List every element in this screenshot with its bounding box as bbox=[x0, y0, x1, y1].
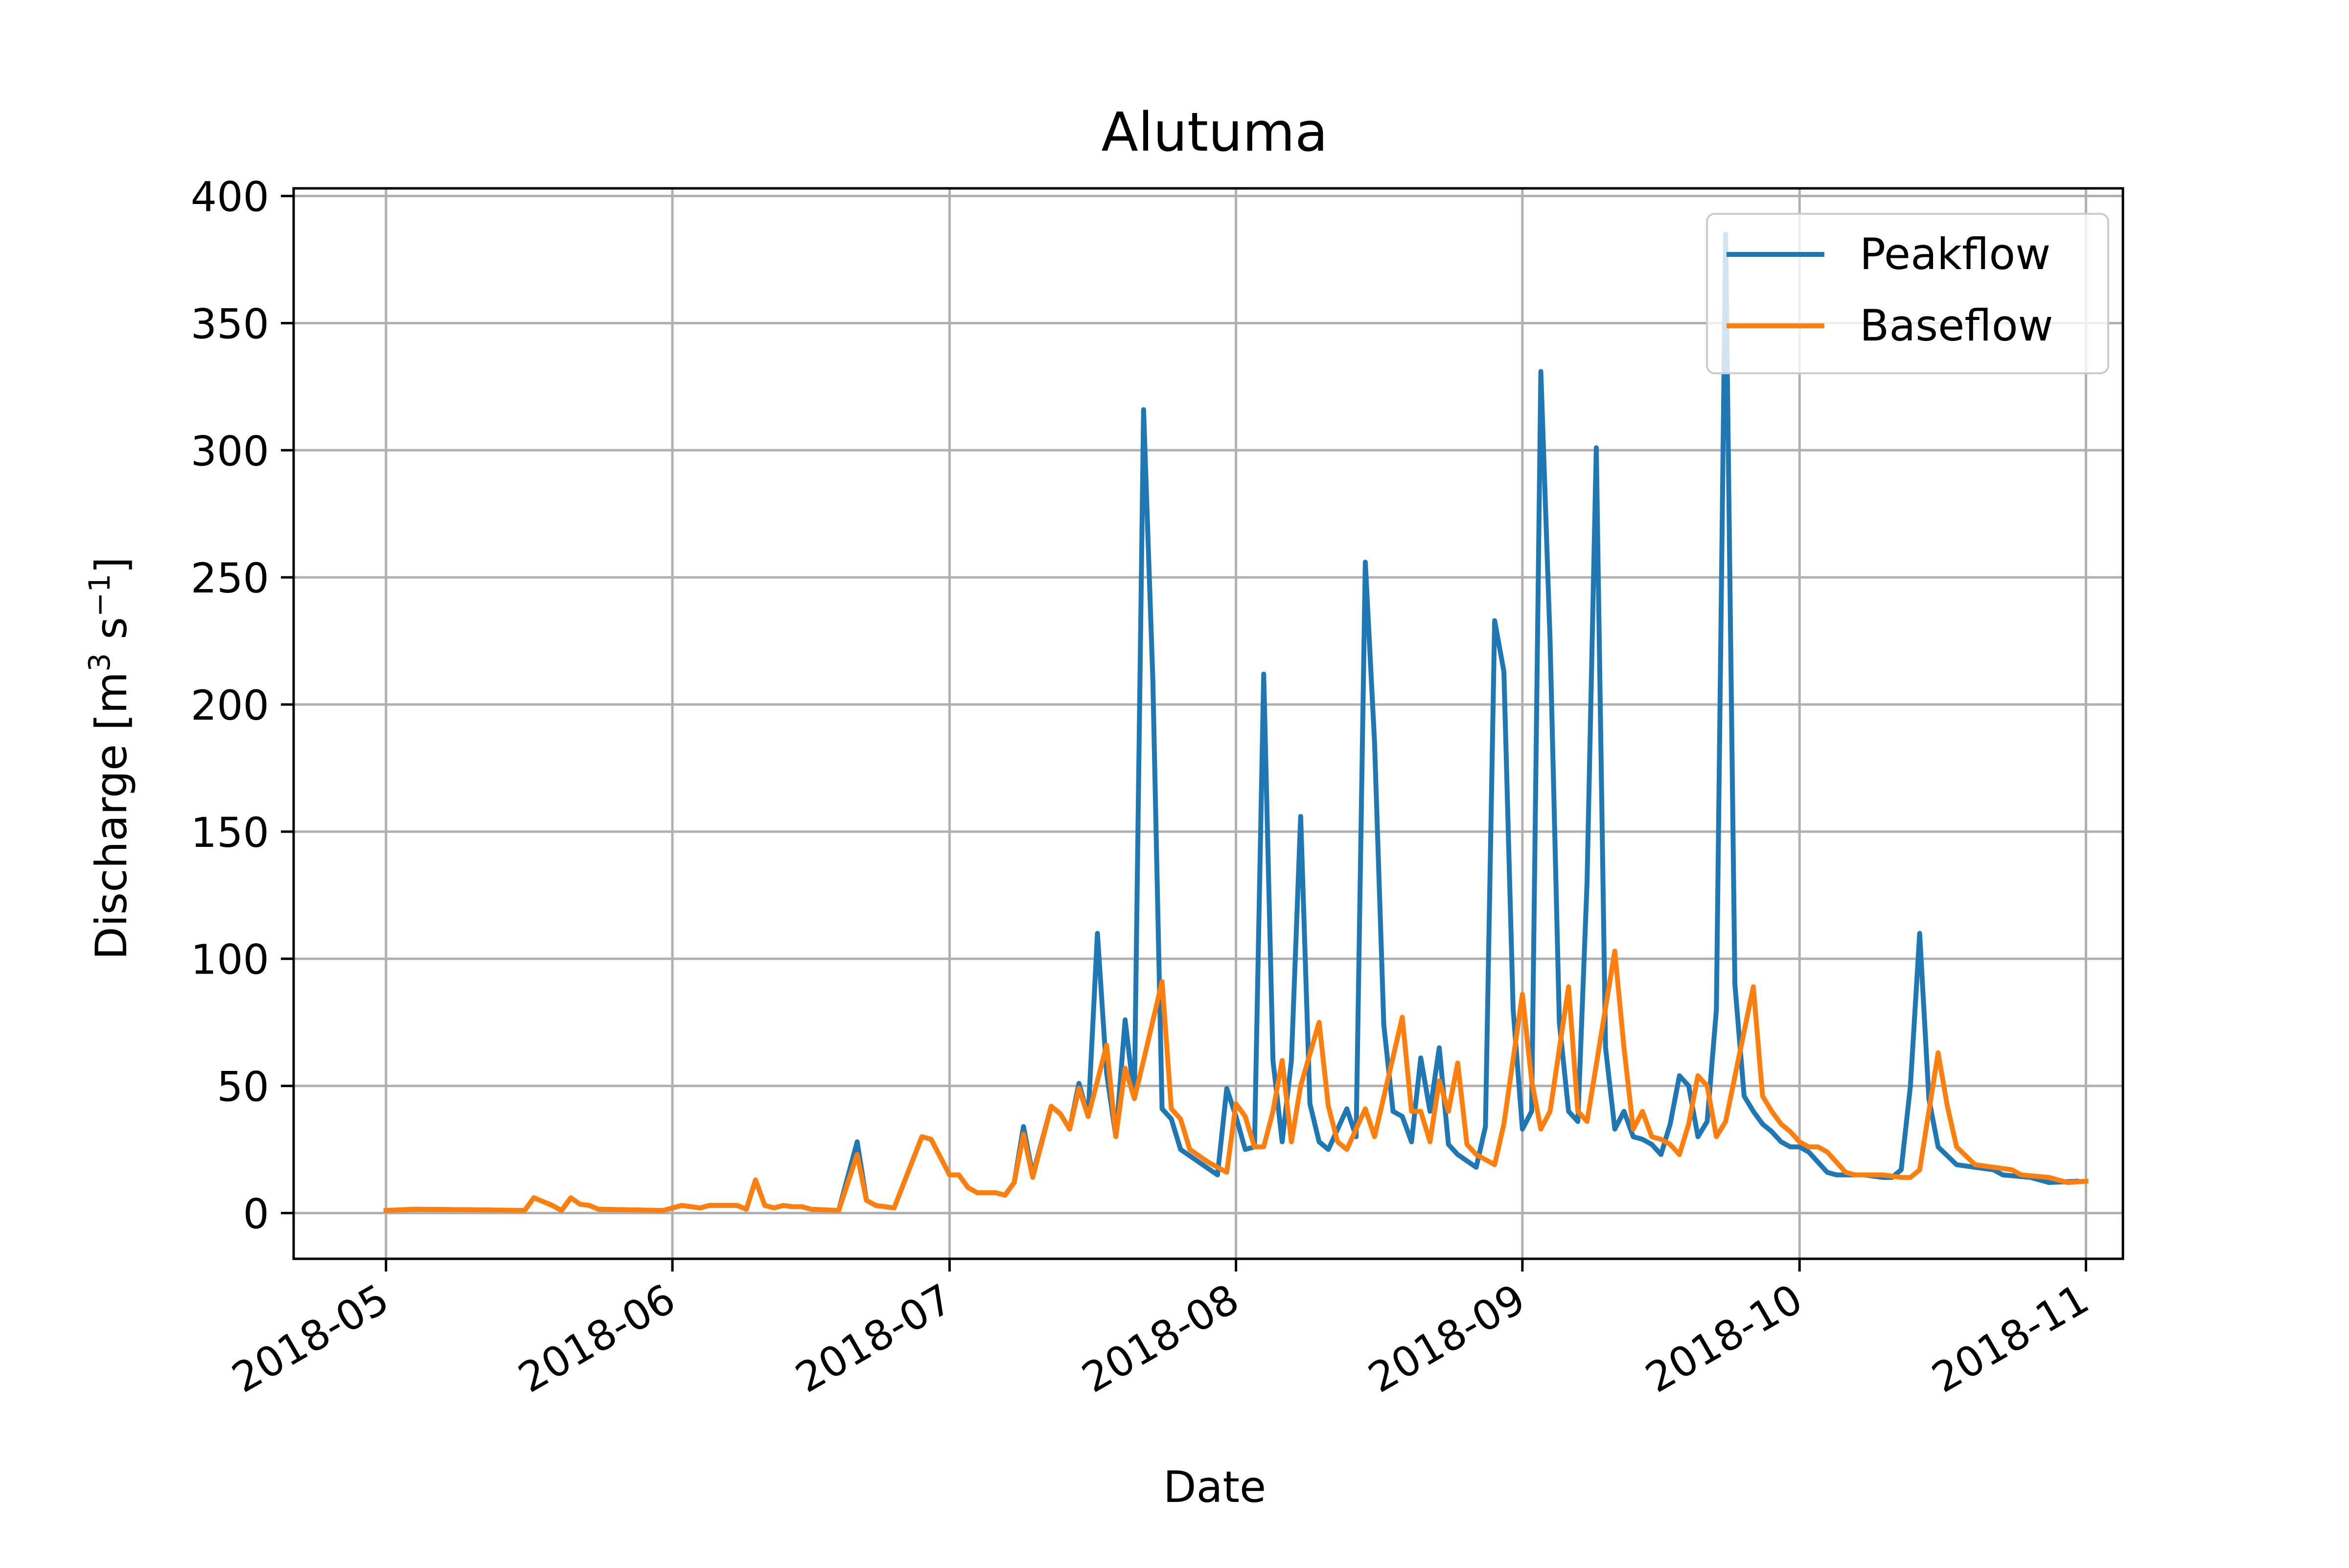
grid bbox=[294, 188, 2123, 1259]
series-lines bbox=[383, 231, 2089, 1213]
y-tick-label: 400 bbox=[191, 173, 269, 221]
y-tick-label: 250 bbox=[191, 554, 269, 602]
chart-title: Alutuma bbox=[1102, 101, 1328, 163]
y-tick-label: 200 bbox=[191, 682, 269, 729]
y-tick-label: 150 bbox=[191, 809, 269, 857]
y-tick-label: 350 bbox=[191, 300, 269, 348]
y-axis-label-exponent: 3 bbox=[83, 653, 117, 672]
legend-label-baseflow: Baseflow bbox=[1860, 300, 2053, 351]
y-axis-label-text: s bbox=[86, 617, 137, 653]
y-tick-label: 0 bbox=[243, 1190, 269, 1238]
y-tick-label: 300 bbox=[191, 427, 269, 475]
y-tick-label: 100 bbox=[191, 936, 269, 984]
y-axis-label: Discharge [m3 s−1] bbox=[83, 557, 137, 960]
plot-frame bbox=[292, 187, 2124, 1260]
legend-label-peakflow: Peakflow bbox=[1860, 229, 2050, 279]
x-axis-label: Date bbox=[1163, 1462, 1266, 1512]
y-tick-label: 50 bbox=[217, 1063, 269, 1111]
y-axis-label-text: Discharge [m bbox=[86, 672, 137, 960]
legend: Peakflow Baseflow bbox=[1706, 213, 2109, 374]
y-axis-label-text: ] bbox=[86, 557, 137, 573]
y-axis-label-exponent: −1 bbox=[83, 574, 117, 617]
series-line-baseflow bbox=[383, 949, 2089, 1213]
